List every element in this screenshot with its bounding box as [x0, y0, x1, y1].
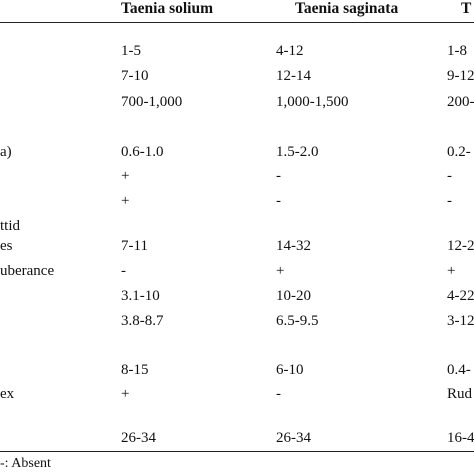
cell-third: - [447, 168, 452, 184]
row-label: ex [0, 386, 15, 402]
cell-third: 4-22 [447, 288, 474, 304]
cell-saginata: 1.5-2.0 [276, 144, 319, 160]
cell-third: 12-2 [447, 238, 474, 254]
cell-third: 3-12 [447, 313, 474, 329]
cell-solium: 700-1,000 [121, 94, 183, 110]
cell-saginata: 12-14 [276, 68, 311, 84]
cell-saginata: - [276, 386, 281, 402]
cell-saginata: 6-10 [276, 362, 304, 378]
cell-solium: 7-11 [121, 238, 148, 254]
cell-third: 200- [447, 94, 474, 110]
cell-third: 1-8 [447, 43, 467, 59]
row-label: ttid [0, 218, 21, 234]
cell-saginata: 6.5-9.5 [276, 313, 319, 329]
table-footnote: -: Absent [0, 456, 51, 471]
cell-third: - [447, 193, 452, 209]
cell-solium: + [121, 386, 130, 402]
row-label: es [0, 238, 13, 254]
header-divider [0, 22, 474, 23]
cell-solium: 8-15 [121, 362, 149, 378]
cell-third: + [447, 263, 456, 279]
cell-third: 0.2- [447, 144, 471, 160]
cell-solium: - [121, 263, 126, 279]
cell-solium: 3.1-10 [121, 288, 160, 304]
cell-solium: + [121, 193, 130, 209]
cell-solium: 26-34 [121, 430, 156, 446]
cell-third: 16-4 [447, 430, 474, 446]
cell-saginata: - [276, 193, 281, 209]
cell-saginata: 14-32 [276, 238, 311, 254]
cell-third: Rud [447, 386, 473, 402]
cell-solium: + [121, 168, 130, 184]
cell-third: 0.4- [447, 362, 471, 378]
cell-saginata: 1,000-1,500 [276, 94, 349, 110]
row-label: a) [0, 144, 12, 160]
bottom-divider [0, 451, 474, 452]
cell-solium: 3.8-8.7 [121, 313, 164, 329]
cell-solium: 1-5 [121, 43, 141, 59]
row-label: uberance [0, 263, 55, 279]
cell-third: 9-12 [447, 68, 474, 84]
column-header-taenia-saginata: Taenia saginata [295, 0, 399, 17]
column-header-taenia-solium: Taenia solium [121, 0, 214, 17]
cell-saginata: - [276, 168, 281, 184]
cell-saginata: 10-20 [276, 288, 311, 304]
cell-solium: 0.6-1.0 [121, 144, 164, 160]
cell-saginata: + [276, 263, 285, 279]
cell-saginata: 26-34 [276, 430, 311, 446]
column-header-third-species: T [461, 0, 472, 17]
cell-solium: 7-10 [121, 68, 149, 84]
cell-saginata: 4-12 [276, 43, 304, 59]
